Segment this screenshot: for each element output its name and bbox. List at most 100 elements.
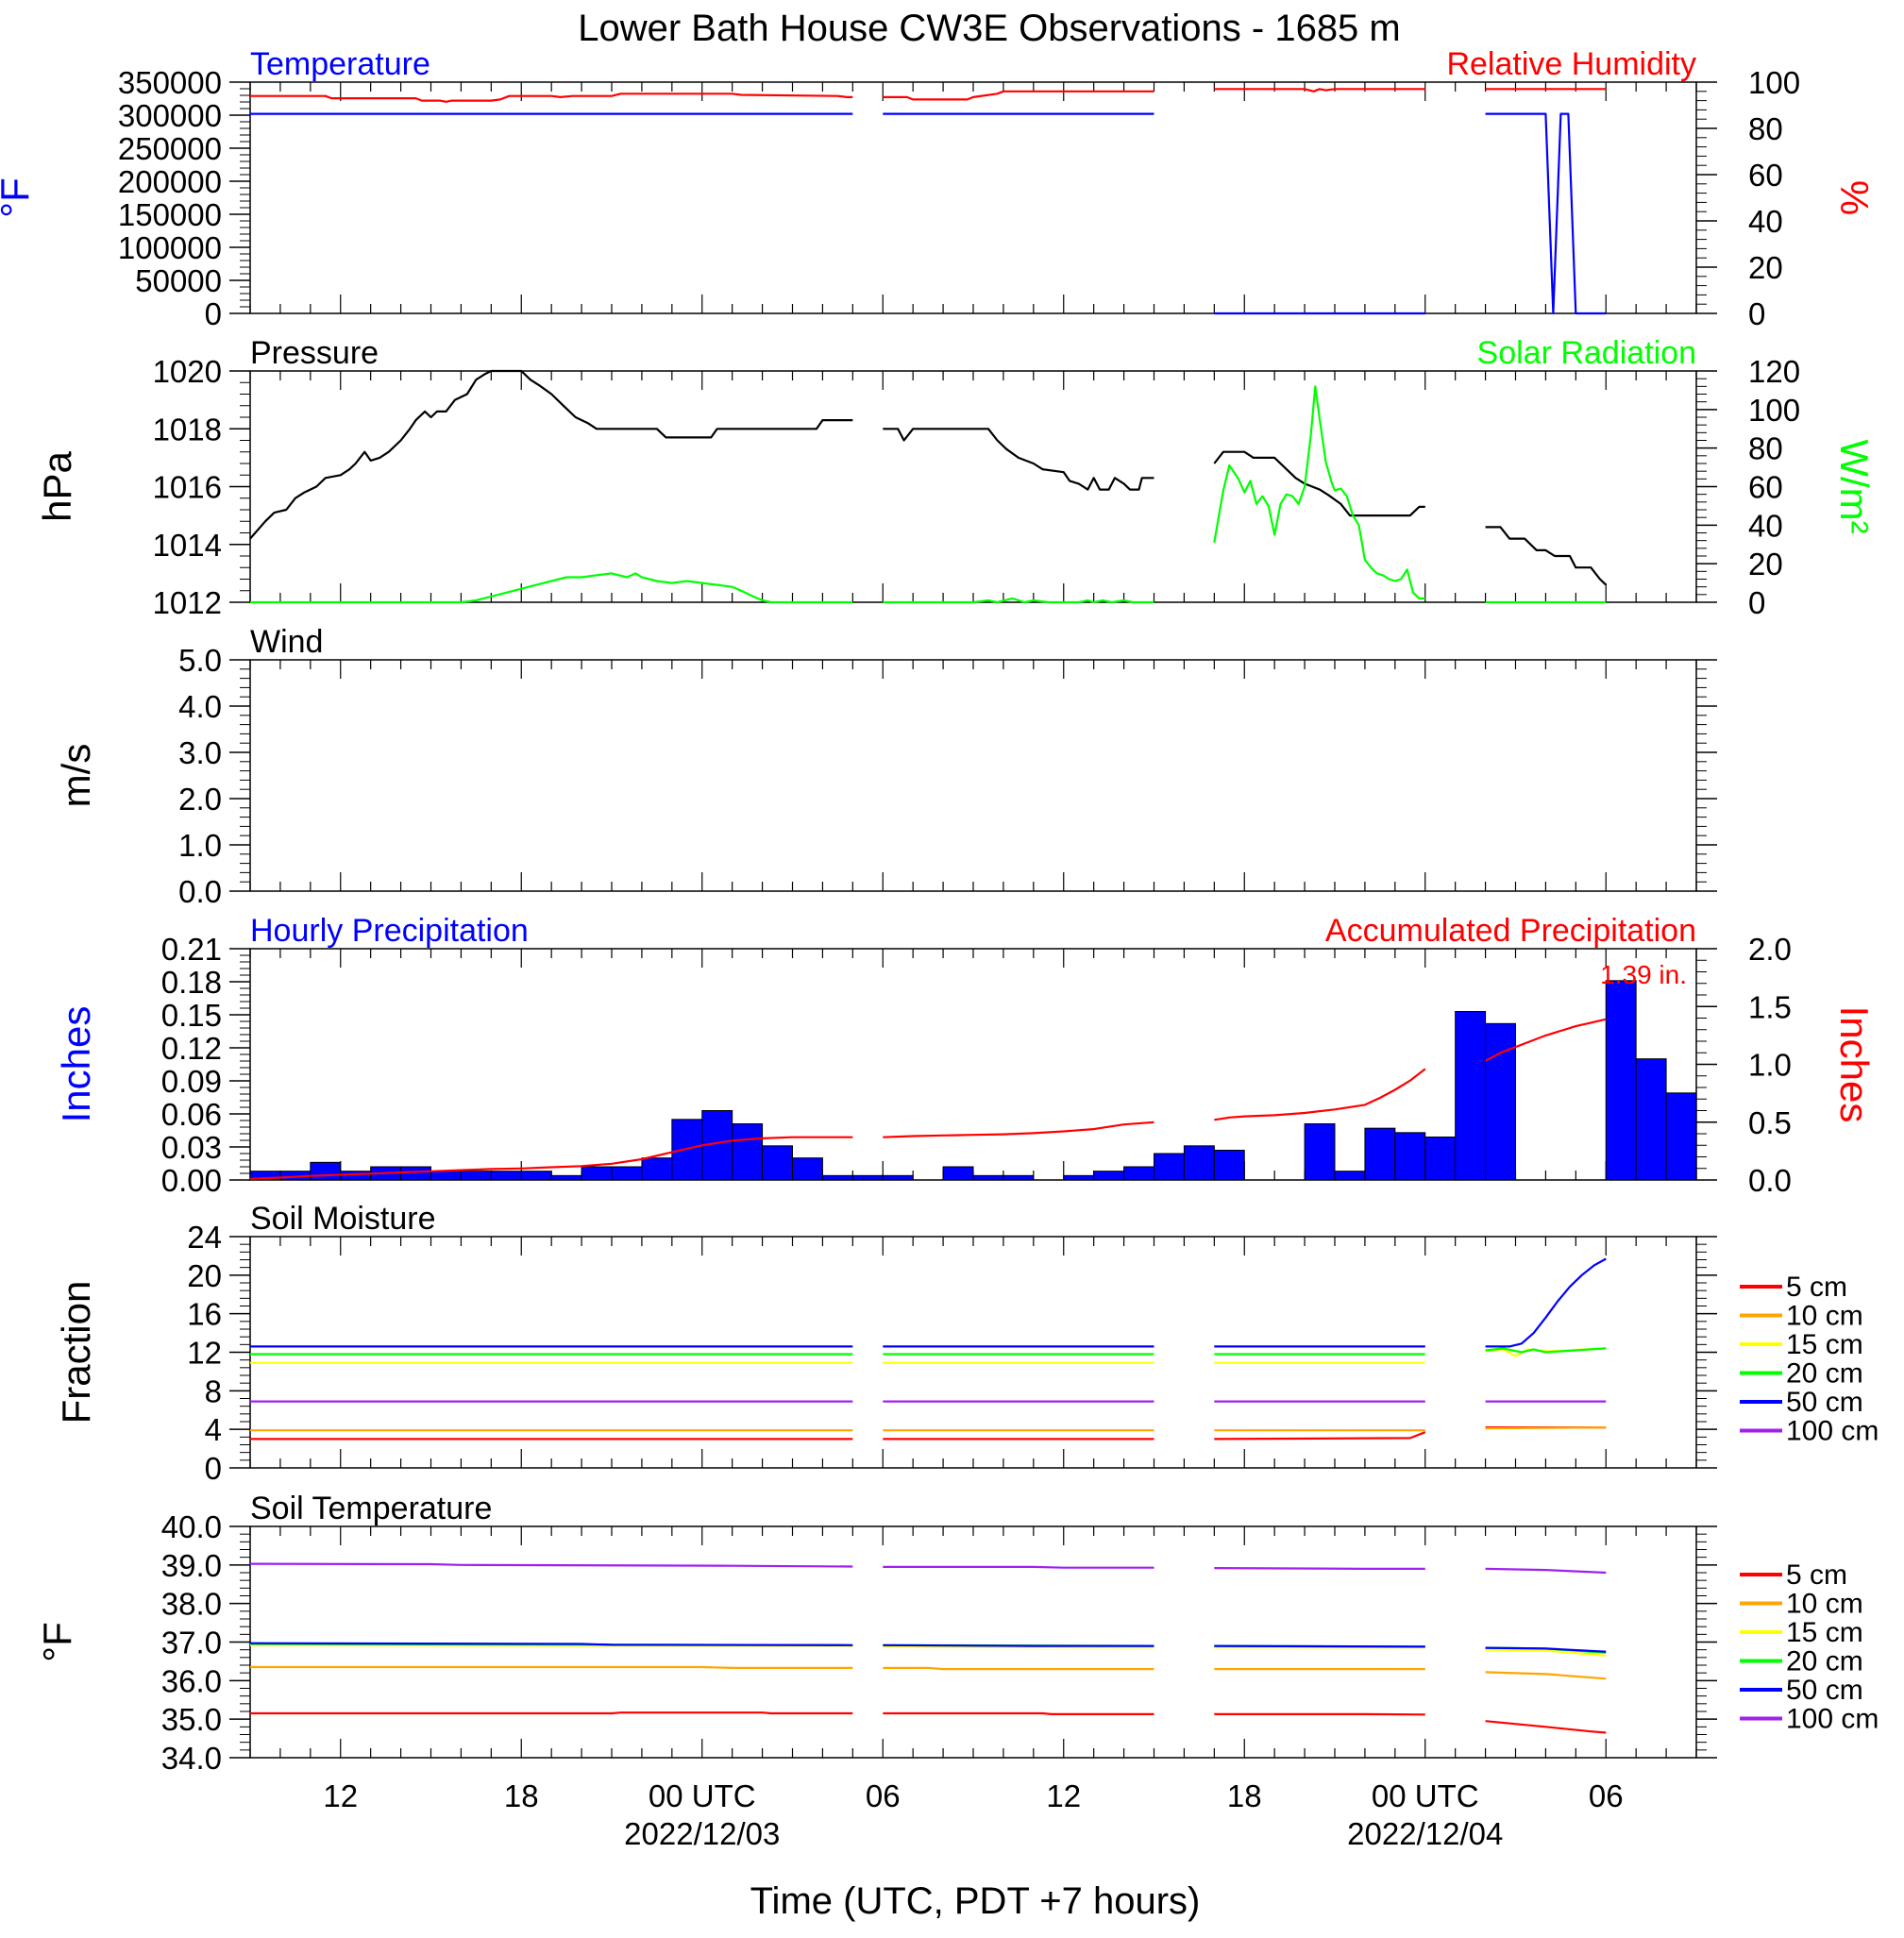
precip-bar <box>460 1171 492 1181</box>
y-left-tick-label: 37.0 <box>161 1626 222 1660</box>
series-line-50-cm <box>1214 1644 1425 1648</box>
series-line-100-cm <box>1214 1566 1425 1571</box>
precip-bar <box>1605 980 1637 1181</box>
series-line-5-cm <box>1214 1431 1426 1441</box>
series-line-100-cm <box>883 1565 1154 1569</box>
x-axis-label: Time (UTC, PDT +7 hours) <box>750 1880 1201 1922</box>
precip-bar <box>1424 1137 1457 1181</box>
plot-frame <box>249 1525 1697 1759</box>
series-line-15-cm <box>1485 1648 1607 1657</box>
y-left-tick-label: 4 <box>205 1412 222 1447</box>
panel-title-left: Wind <box>250 624 323 660</box>
legend-label: 50 cm <box>1786 1675 1863 1706</box>
y-left-tick-label: 0.18 <box>161 965 222 1000</box>
legend-label: 5 cm <box>1786 1272 1847 1303</box>
series-line-50-cm <box>249 1642 853 1646</box>
precip-bar <box>1063 1174 1095 1181</box>
y-right-tick-label: 0.0 <box>1748 1163 1792 1198</box>
y-left-tick-label: 200000 <box>118 164 222 199</box>
precip-bar <box>1183 1145 1215 1181</box>
precip-bar <box>972 1174 1004 1181</box>
y-left-tick-label: 20 <box>187 1258 222 1293</box>
legend-label: 15 cm <box>1786 1329 1863 1360</box>
precip-bar <box>821 1174 853 1181</box>
y-left-tick-label: 250000 <box>118 131 222 166</box>
panel-title-right: Accumulated Precipitation <box>1325 913 1696 949</box>
legend-label: 100 cm <box>1786 1416 1879 1447</box>
y-right-tick-label: 100 <box>1748 65 1800 100</box>
panel-title-right: Solar Radiation <box>1477 335 1696 371</box>
y-left-tick-label: 0.21 <box>161 932 222 967</box>
x-tick-label: 00 UTC <box>1372 1778 1479 1813</box>
plot-frame <box>249 370 1697 603</box>
y-left-tick-label: 2.0 <box>178 782 222 817</box>
y-left-tick-label: 1018 <box>153 412 222 447</box>
series-line-50-cm <box>883 1643 1154 1647</box>
precip-bar <box>942 1166 974 1181</box>
y-right-tick-label: 20 <box>1748 547 1783 581</box>
y-left-tick-label: 4.0 <box>178 689 222 724</box>
y-right-tick-label: 0.5 <box>1748 1105 1792 1140</box>
y-axis-label-right: % <box>1832 180 1877 215</box>
y-right-tick-label: 2.0 <box>1748 932 1792 967</box>
y-right-tick-label: 40 <box>1748 508 1783 543</box>
series-line-100-cm <box>1485 1567 1607 1575</box>
precip-bar <box>400 1166 432 1181</box>
precip-bar <box>1334 1171 1366 1181</box>
series-line-solar-radiation <box>1213 385 1425 600</box>
y-left-tick-label: 0.03 <box>161 1130 222 1165</box>
panel-precipitation: 0.210.180.150.120.090.060.030.00 2.0 1.5 1.… <box>54 913 1877 1198</box>
accumulated-total-annotation: 1.39 in. <box>1600 960 1687 989</box>
panel-temp-rh: 3500003000002500002000001500001000005000… <box>0 46 1877 331</box>
legend-label: 20 cm <box>1786 1646 1863 1677</box>
figure-title: Lower Bath House CW3E Observations - 168… <box>578 8 1401 49</box>
precip-bar <box>851 1174 884 1181</box>
x-tick-label: 12 <box>1046 1778 1081 1813</box>
panel-title-left: Soil Temperature <box>250 1491 492 1526</box>
series-line-5-cm <box>250 1711 853 1715</box>
y-right-tick-label: 1.5 <box>1748 989 1792 1024</box>
y-left-tick-label: 350000 <box>118 65 222 100</box>
time-axis: 12 18 00 UTC 06 12 18 00 UTC 06 2022/12/03 2022/1… <box>323 1778 1623 1851</box>
legend-label: 5 cm <box>1786 1559 1847 1591</box>
precip-bar <box>611 1166 643 1181</box>
series-line-20-cm <box>1485 1347 1607 1354</box>
series-line-pressure <box>883 428 1154 491</box>
plot-frame <box>249 81 1697 314</box>
x-tick-label: 06 <box>866 1778 901 1813</box>
y-left-tick-label: 16 <box>187 1297 222 1332</box>
series-line-relative-humidity <box>883 90 1154 101</box>
chart-panels: 3500003000002500002000001500001000005000… <box>0 46 1879 1776</box>
y-left-tick-label: 0 <box>205 1451 222 1486</box>
series-line-solar-radiation <box>250 572 853 604</box>
series-line-10-cm <box>883 1666 1154 1671</box>
series-line-accumulated-precipitation <box>883 1121 1154 1138</box>
legend-label: 100 cm <box>1786 1704 1879 1735</box>
legend-label: 10 cm <box>1786 1301 1863 1332</box>
y-left-tick-label: 0.09 <box>161 1064 222 1099</box>
legend-label: 15 cm <box>1786 1617 1863 1648</box>
series-line-5-cm <box>1485 1720 1607 1734</box>
precip-bar <box>1455 1011 1487 1181</box>
legend-label: 50 cm <box>1786 1387 1863 1418</box>
x-date-label: 2022/12/04 <box>1347 1816 1503 1851</box>
y-right-tick-label: 100 <box>1748 393 1800 428</box>
y-left-tick-label: 50000 <box>135 263 222 298</box>
y-left-tick-label: 300000 <box>118 98 222 133</box>
precip-bar <box>641 1157 673 1181</box>
y-axis-label-left: °F <box>0 177 37 217</box>
y-left-tick-label: 1012 <box>153 585 222 620</box>
y-right-tick-label: 80 <box>1748 431 1783 466</box>
y-right-tick-label: 120 <box>1748 354 1800 389</box>
y-left-tick-label: 150000 <box>118 197 222 232</box>
precip-bar <box>1093 1171 1125 1181</box>
precip-bar <box>1485 1022 1517 1181</box>
series-line-accumulated-precipitation <box>249 1136 853 1180</box>
y-left-tick-label: 100000 <box>118 230 222 265</box>
series-line-10-cm <box>250 1665 853 1670</box>
series-line-5-cm <box>883 1711 1154 1716</box>
y-right-tick-label: 20 <box>1748 250 1783 285</box>
plot-frame <box>249 1236 1697 1469</box>
y-left-tick-label: 3.0 <box>178 735 222 770</box>
